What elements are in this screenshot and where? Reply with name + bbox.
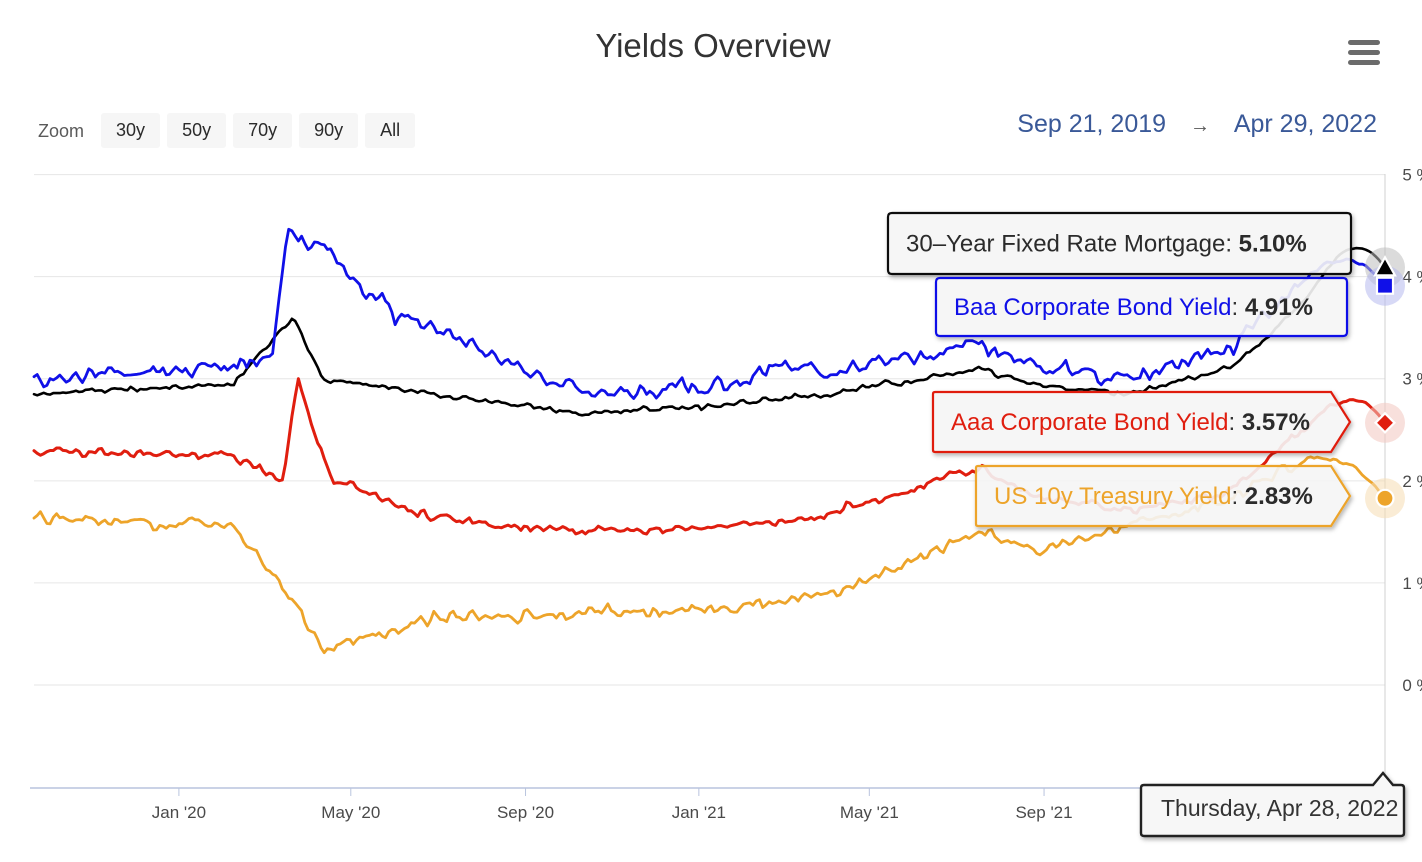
svg-text:5 %: 5 % [1402,166,1422,185]
svg-text:May '20: May '20 [321,803,380,822]
svg-text:Baa Corporate Bond Yield: 4.91: Baa Corporate Bond Yield: 4.91% [954,294,1313,321]
svg-text:2 %: 2 % [1402,472,1422,491]
svg-text:May '21: May '21 [840,803,899,822]
svg-text:Sep '21: Sep '21 [1015,803,1072,822]
svg-text:Sep '20: Sep '20 [497,803,554,822]
svg-text:Jan '20: Jan '20 [152,803,206,822]
svg-text:US 10y Treasury Yield: 2.83%: US 10y Treasury Yield: 2.83% [994,483,1313,510]
svg-text:3 %: 3 % [1402,370,1422,389]
svg-text:Thursday, Apr 28, 2022: Thursday, Apr 28, 2022 [1161,795,1398,821]
svg-text:30–Year Fixed Rate Mortgage: 5: 30–Year Fixed Rate Mortgage: 5.10% [906,231,1307,258]
svg-text:Aaa Corporate Bond Yield: 3.57: Aaa Corporate Bond Yield: 3.57% [951,409,1310,436]
svg-text:0 %: 0 % [1402,676,1422,695]
svg-text:1 %: 1 % [1402,574,1422,593]
svg-text:4 %: 4 % [1402,268,1422,287]
svg-text:Jan '21: Jan '21 [672,803,726,822]
